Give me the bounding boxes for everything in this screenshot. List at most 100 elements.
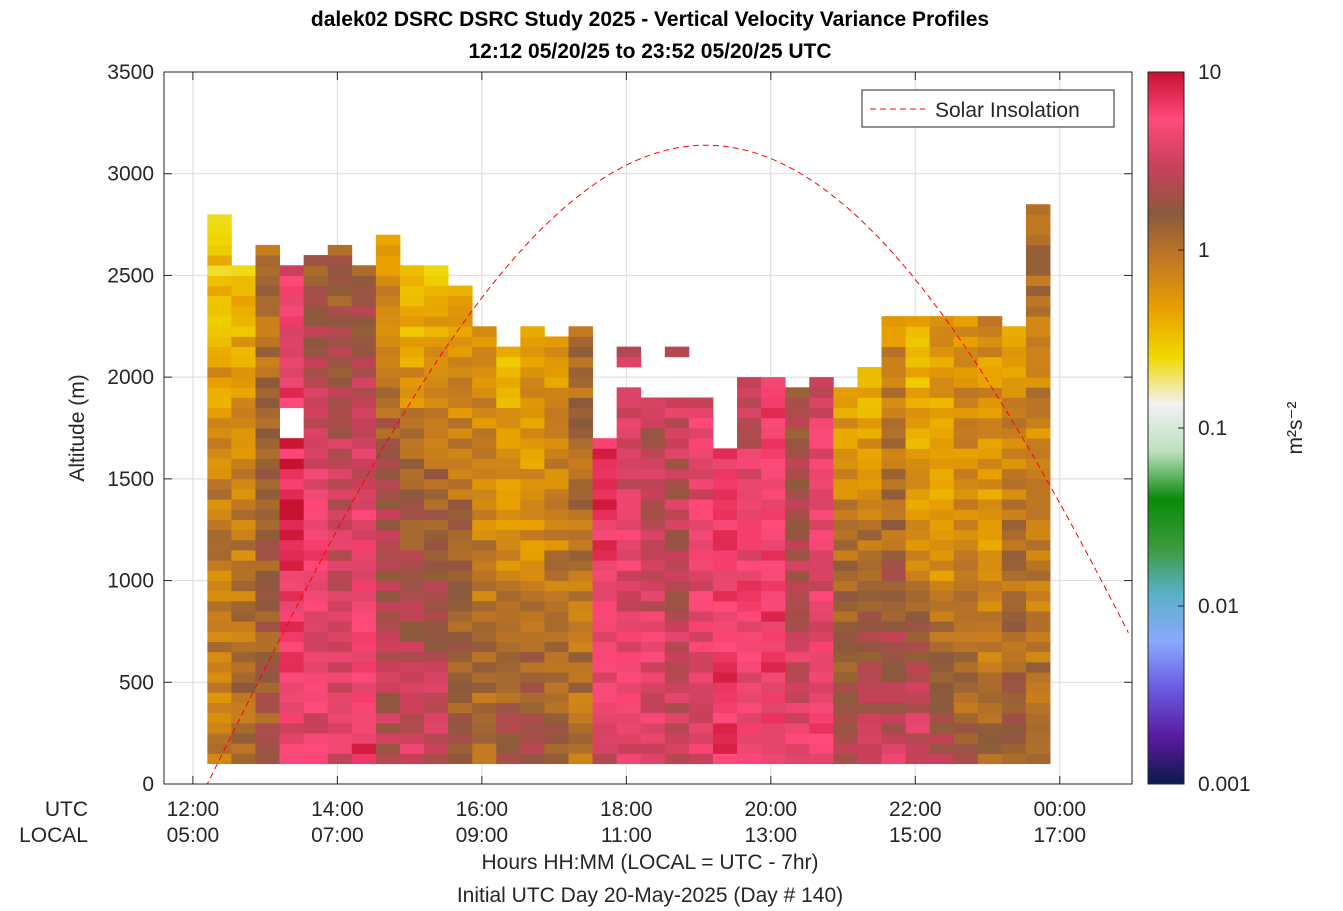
heatmap-cell (809, 600, 834, 612)
heatmap-cell (472, 336, 497, 348)
heatmap-cell (977, 529, 1003, 541)
heatmap-cell (905, 539, 931, 551)
heatmap-cell (375, 682, 401, 693)
heatmap-cell (568, 356, 593, 368)
heatmap-cell (375, 641, 401, 653)
colorbar-tick-label: 0.1 (1198, 417, 1227, 440)
heatmap-cell (785, 407, 810, 419)
heatmap-cell (977, 438, 1003, 449)
heatmap-cell (809, 631, 834, 642)
heatmap-cell (327, 346, 353, 358)
heatmap-cell (351, 661, 377, 673)
heatmap-cell (327, 560, 353, 571)
heatmap-cell (1001, 539, 1027, 551)
heatmap-cell (568, 417, 593, 429)
heatmap-cell (640, 702, 666, 714)
heatmap-cell (544, 366, 569, 378)
heatmap-cell (255, 753, 280, 765)
heatmap-cell (207, 600, 232, 612)
heatmap-cell (857, 366, 882, 378)
heatmap-cell (496, 356, 521, 368)
heatmap-cell (303, 417, 329, 429)
heatmap-cell (303, 438, 329, 449)
heatmap-cell (472, 631, 497, 642)
heatmap-cell (399, 550, 425, 561)
heatmap-cell (303, 590, 329, 602)
heatmap-cell (520, 336, 545, 348)
heatmap-cell (977, 509, 1003, 520)
heatmap-cell (303, 295, 329, 307)
heatmap-cell (833, 428, 858, 439)
heatmap-cell (712, 631, 738, 642)
heatmap-cell (977, 570, 1003, 581)
heatmap-cell (833, 672, 858, 683)
heatmap-cell (712, 682, 738, 693)
heatmap-cell (761, 489, 786, 500)
heatmap-cell (303, 458, 329, 470)
heatmap-cell (424, 590, 449, 602)
heatmap-cell (279, 560, 305, 571)
heatmap-cell (351, 580, 377, 592)
heatmap-cell (303, 428, 329, 439)
heatmap-cell (544, 428, 569, 439)
heatmap-cell (881, 468, 906, 480)
heatmap-cell (737, 438, 762, 449)
heatmap-cell (327, 550, 353, 561)
heatmap-cell (544, 397, 569, 409)
heatmap-cell (472, 641, 497, 653)
heatmap-cell (833, 712, 858, 724)
heatmap-cell (857, 458, 882, 470)
heatmap-cell (592, 468, 618, 480)
heatmap-cell (399, 600, 425, 612)
heatmap-cell (472, 611, 497, 622)
heatmap-cell (327, 672, 353, 683)
heatmap-cell (327, 712, 353, 724)
heatmap-cell (544, 661, 569, 673)
heatmap-cell (953, 448, 979, 459)
x-tick-label-local: 05:00 (167, 824, 220, 847)
heatmap-cell (1025, 204, 1051, 215)
heatmap-cell (929, 366, 955, 378)
heatmap-cell (881, 753, 906, 765)
heatmap-cell (688, 621, 714, 632)
heatmap-cell (592, 641, 618, 653)
heatmap-cell (231, 539, 256, 551)
heatmap-cell (712, 550, 738, 561)
heatmap-cell (472, 428, 497, 439)
heatmap-cell (664, 478, 690, 490)
heatmap-cell (520, 560, 545, 571)
heatmap-cell (785, 428, 810, 439)
heatmap-cell (1001, 336, 1027, 348)
heatmap-cell (616, 600, 642, 612)
heatmap-cell (520, 539, 545, 551)
heatmap-cell (448, 560, 473, 571)
heatmap-cell (688, 519, 714, 531)
heatmap-cell (303, 702, 329, 714)
colorbar-tick-label: 1 (1198, 239, 1210, 262)
heatmap-cell (472, 519, 497, 531)
heatmap-cell (472, 733, 497, 744)
heatmap-cell (929, 356, 955, 368)
heatmap-cell (375, 672, 401, 683)
heatmap-cell (231, 377, 256, 388)
heatmap-cell (231, 356, 256, 368)
heatmap-cell (737, 682, 762, 693)
heatmap-cell (929, 580, 955, 592)
heatmap-cell (520, 682, 545, 693)
heatmap-cell (231, 672, 256, 683)
heatmap-cell (857, 570, 882, 581)
heatmap-cell (809, 682, 834, 693)
heatmap-cell (207, 326, 232, 337)
heatmap-cell (905, 682, 931, 693)
heatmap-cell (255, 499, 280, 510)
heatmap-cell (424, 428, 449, 439)
heatmap-cell (351, 539, 377, 551)
heatmap-cell (496, 743, 521, 754)
heatmap-cell (544, 611, 569, 622)
heatmap-cell (977, 397, 1003, 409)
heatmap-cell (255, 377, 280, 388)
heatmap-cell (737, 722, 762, 734)
heatmap-cell (688, 682, 714, 693)
heatmap-cell (424, 641, 449, 653)
heatmap-cell (351, 407, 377, 419)
